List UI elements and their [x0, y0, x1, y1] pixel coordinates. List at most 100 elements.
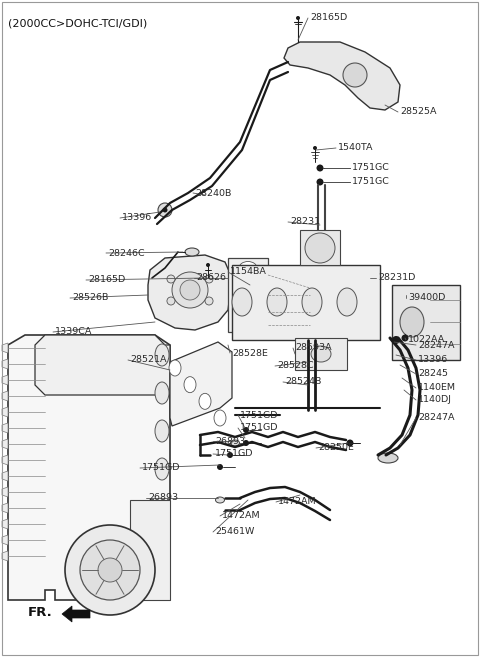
Polygon shape — [2, 487, 8, 497]
Bar — [295, 338, 347, 370]
Ellipse shape — [239, 298, 257, 311]
Ellipse shape — [185, 248, 199, 256]
Text: FR.: FR. — [28, 606, 53, 618]
Circle shape — [205, 275, 213, 283]
Text: 28231: 28231 — [290, 217, 320, 227]
Circle shape — [167, 297, 175, 305]
Text: 28626: 28626 — [196, 273, 226, 283]
Circle shape — [305, 233, 335, 263]
Ellipse shape — [155, 458, 169, 480]
Polygon shape — [130, 500, 170, 600]
Polygon shape — [2, 503, 8, 513]
Polygon shape — [2, 535, 8, 545]
Text: 28250E: 28250E — [318, 443, 354, 453]
Text: 26893: 26893 — [215, 436, 245, 445]
Text: 26893: 26893 — [148, 493, 178, 503]
Circle shape — [243, 440, 249, 446]
Text: 28593A: 28593A — [295, 344, 332, 353]
Text: 1339CA: 1339CA — [55, 327, 92, 336]
Ellipse shape — [184, 376, 196, 393]
Circle shape — [172, 272, 208, 308]
Circle shape — [80, 540, 140, 600]
Circle shape — [65, 525, 155, 615]
Ellipse shape — [239, 315, 257, 328]
Bar — [392, 285, 460, 360]
Polygon shape — [2, 551, 8, 561]
Circle shape — [167, 275, 175, 283]
Text: 1472AM: 1472AM — [222, 512, 261, 520]
Circle shape — [205, 297, 213, 305]
Text: 13396: 13396 — [122, 214, 152, 223]
Ellipse shape — [232, 288, 252, 316]
Ellipse shape — [199, 394, 211, 409]
Text: 28247A: 28247A — [418, 413, 455, 422]
Circle shape — [343, 63, 367, 87]
Text: 1140DJ: 1140DJ — [418, 396, 452, 405]
Circle shape — [316, 179, 324, 185]
Polygon shape — [2, 343, 8, 353]
Text: 28231D: 28231D — [378, 273, 415, 283]
Polygon shape — [35, 335, 170, 395]
Ellipse shape — [214, 410, 226, 426]
Text: 1751GD: 1751GD — [240, 411, 278, 420]
Text: 1751GD: 1751GD — [240, 424, 278, 432]
Polygon shape — [2, 439, 8, 449]
Polygon shape — [232, 265, 380, 340]
Ellipse shape — [216, 497, 225, 503]
Polygon shape — [228, 258, 268, 332]
Circle shape — [313, 146, 317, 150]
Text: 1751GC: 1751GC — [352, 164, 390, 173]
Circle shape — [296, 16, 300, 20]
Text: 28521A: 28521A — [130, 355, 167, 365]
Text: 28528E: 28528E — [232, 348, 268, 357]
Ellipse shape — [400, 307, 424, 337]
Polygon shape — [2, 423, 8, 433]
Polygon shape — [62, 606, 90, 622]
Text: 1751GC: 1751GC — [352, 177, 390, 187]
Circle shape — [243, 427, 249, 433]
Polygon shape — [2, 359, 8, 369]
Text: 28528C: 28528C — [277, 361, 313, 371]
Polygon shape — [2, 391, 8, 401]
Text: 28246C: 28246C — [108, 248, 144, 258]
Text: 28165D: 28165D — [310, 14, 347, 22]
Ellipse shape — [378, 453, 398, 463]
Polygon shape — [2, 455, 8, 465]
Ellipse shape — [311, 346, 331, 362]
Polygon shape — [2, 375, 8, 385]
Ellipse shape — [155, 420, 169, 442]
Polygon shape — [284, 42, 400, 110]
Text: 28165D: 28165D — [88, 275, 125, 284]
Text: 28524B: 28524B — [285, 378, 322, 386]
Text: 28245: 28245 — [418, 369, 448, 378]
Text: 1154BA: 1154BA — [230, 267, 267, 277]
Text: 28247A: 28247A — [418, 340, 455, 350]
Ellipse shape — [230, 440, 240, 446]
Text: 1022AA: 1022AA — [408, 336, 445, 344]
Ellipse shape — [155, 344, 169, 366]
Circle shape — [316, 164, 324, 171]
Polygon shape — [8, 335, 170, 600]
Text: 1751GD: 1751GD — [215, 449, 253, 459]
Ellipse shape — [337, 288, 357, 316]
Circle shape — [392, 336, 400, 344]
Text: 1540TA: 1540TA — [338, 143, 373, 152]
Text: 28526B: 28526B — [72, 294, 108, 302]
Polygon shape — [2, 519, 8, 529]
Text: 1472AM: 1472AM — [278, 497, 317, 507]
Ellipse shape — [155, 382, 169, 404]
Polygon shape — [148, 255, 232, 330]
Text: 39400D: 39400D — [408, 294, 445, 302]
Polygon shape — [2, 407, 8, 417]
Text: 25461W: 25461W — [215, 528, 254, 537]
Circle shape — [158, 203, 172, 217]
Text: 28240B: 28240B — [195, 189, 231, 198]
Polygon shape — [300, 230, 340, 265]
Ellipse shape — [239, 279, 257, 292]
Ellipse shape — [239, 261, 257, 275]
Circle shape — [227, 452, 233, 458]
Text: (2000CC>DOHC-TCI/GDI): (2000CC>DOHC-TCI/GDI) — [8, 18, 147, 28]
Ellipse shape — [169, 360, 181, 376]
Circle shape — [401, 334, 408, 342]
Circle shape — [163, 208, 168, 212]
